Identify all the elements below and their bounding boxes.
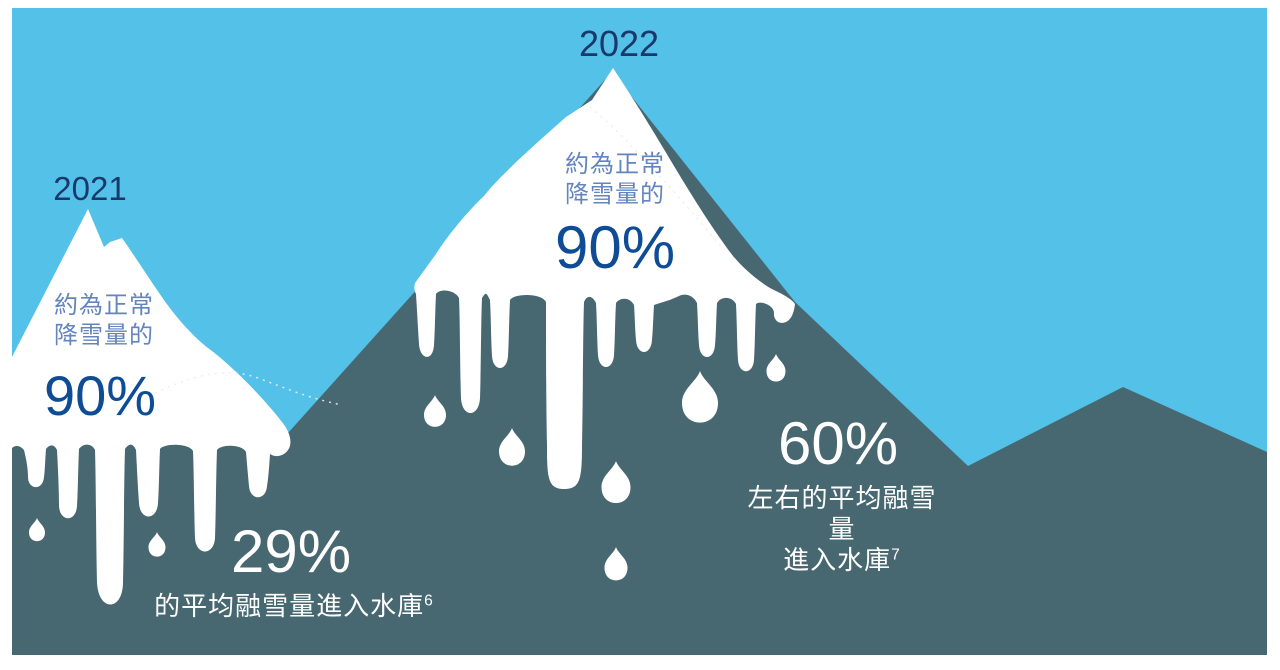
snowfall-note-2022-line1: 約為正常 (565, 151, 665, 178)
snowfall-note-2021: 約為正常 降雪量的 (28, 291, 180, 351)
melt-percent-2021: 29% (230, 518, 352, 585)
snowfall-note-2022: 約為正常 降雪量的 (539, 150, 691, 210)
snowfall-percent-2021: 90% (43, 364, 157, 427)
melt-label-2021: 的平均融雪量進入水庫6 (144, 591, 444, 622)
snowfall-note-2021-line1: 約為正常 (54, 292, 154, 319)
snow-cap-2021 (12, 209, 291, 605)
mountain-range (12, 72, 1267, 655)
footnote-marker-7: 7 (891, 546, 901, 564)
melt-label-2022: 左右的平均融雪量 進入水庫7 (742, 483, 942, 576)
melt-label-2022-line2: 進入水庫 (783, 545, 892, 575)
snow-cap-2022 (414, 68, 795, 489)
snow-crease-2022 (589, 106, 725, 251)
year-label-2022: 2022 (578, 23, 660, 64)
snow-crease-2021 (154, 372, 343, 406)
snowfall-note-2022-line2: 降雪量的 (565, 181, 665, 208)
melt-label-2022-line1: 左右的平均融雪量 (747, 483, 937, 544)
year-label-2021: 2021 (53, 170, 127, 207)
snowfall-percent-2022: 90% (554, 214, 676, 281)
melt-percent-2022: 60% (777, 410, 899, 477)
snowfall-note-2021-line2: 降雪量的 (54, 322, 154, 349)
melt-label-2021-text: 的平均融雪量進入水庫 (154, 591, 425, 621)
footnote-marker-6: 6 (424, 592, 434, 610)
